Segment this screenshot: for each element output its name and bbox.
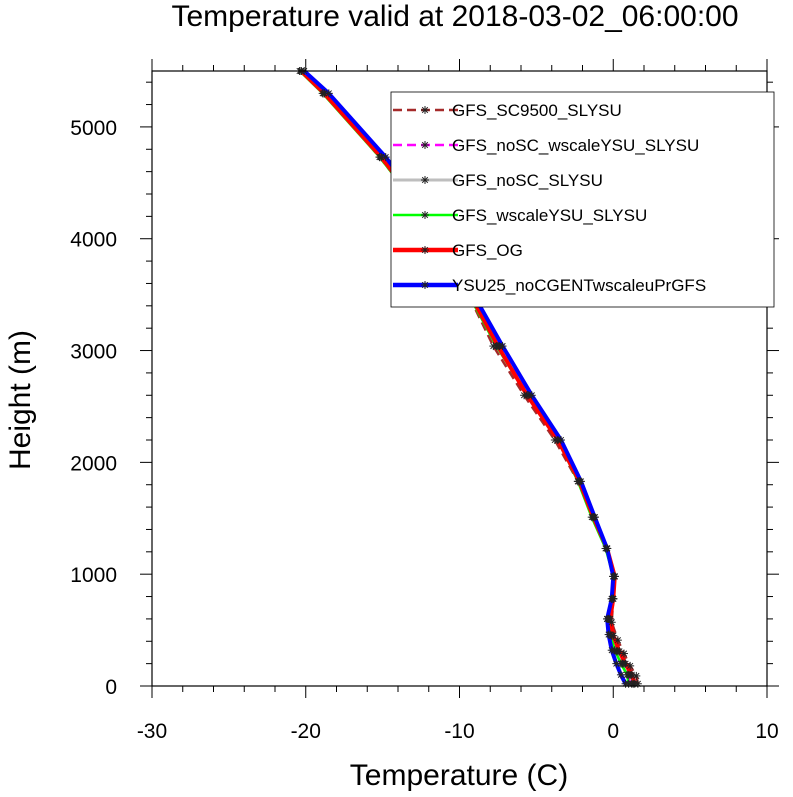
x-tick-label: -30 [137,720,167,743]
legend-label: GFS_noSC_wscaleYSU_SLYSU [452,136,699,155]
chart-title: Temperature valid at 2018-03-02_06:00:00 [171,0,738,33]
x-axis-title: Temperature (C) [350,759,568,792]
legend-marker [421,106,429,114]
data-point [603,614,612,623]
legend-entry: GFS_SC9500_SLYSU [393,101,622,120]
x-tick-label: -10 [444,720,474,743]
y-tick-label: 5000 [70,117,117,140]
legend: GFS_SC9500_SLYSU GFS_noSC_wscaleYSU_SLYSU… [390,91,775,308]
y-tick-label: 0 [105,676,117,699]
data-point [320,89,329,98]
y-axis-title: Height (m) [4,330,37,470]
legend-label: GFS_OG [452,241,523,260]
legend-marker [421,281,429,289]
legend-entry: GFS_wscaleYSU_SLYSU [393,206,647,225]
legend-box [390,91,775,308]
legend-label: YSU25_noCGENTwscaleuPrGFS [452,276,706,295]
data-point [609,631,618,640]
legend-marker [421,246,429,254]
y-tick-label: 2000 [70,452,117,475]
data-point [381,153,390,162]
y-tick-label: 3000 [70,341,117,364]
legend-entry: YSU25_noCGENTwscaleuPrGFS [393,276,706,295]
y-tick-label: 4000 [70,229,117,252]
data-point [616,670,625,679]
legend-label: GFS_wscaleYSU_SLYSU [452,206,647,225]
legend-entry: GFS_noSC_wscaleYSU_SLYSU [393,136,699,155]
data-point [621,659,630,668]
axis-tick-labels: -30 -20 -10 0 10 0 1000 2000 3000 4000 5000 [70,117,778,743]
data-point [612,659,621,668]
legend-label: GFS_noSC_SLYSU [452,171,603,190]
legend-marker [421,141,429,149]
data-point [607,646,616,655]
legend-items: GFS_SC9500_SLYSU GFS_noSC_wscaleYSU_SLYSU… [393,101,706,295]
data-point [603,544,612,553]
data-point [615,647,624,656]
legend-marker [421,176,429,184]
data-point [556,436,565,444]
x-tick-label: 10 [755,720,778,743]
legend-label: GFS_SC9500_SLYSU [452,101,622,120]
x-tick-label: -20 [291,720,321,743]
legend-marker [421,211,429,219]
data-point [627,670,636,679]
legend-entry: GFS_OG [393,241,523,260]
data-point [604,630,613,639]
legend-entry: GFS_noSC_SLYSU [393,171,603,190]
data-point [609,572,618,581]
data-point [576,477,585,486]
y-tick-label: 1000 [70,564,117,587]
data-point [590,513,599,522]
x-tick-label: 0 [607,720,619,743]
data-point [498,342,507,351]
data-point [613,636,622,645]
data-point [324,89,333,98]
data-point [527,391,536,400]
data-point [607,594,616,603]
data-point [632,671,641,680]
